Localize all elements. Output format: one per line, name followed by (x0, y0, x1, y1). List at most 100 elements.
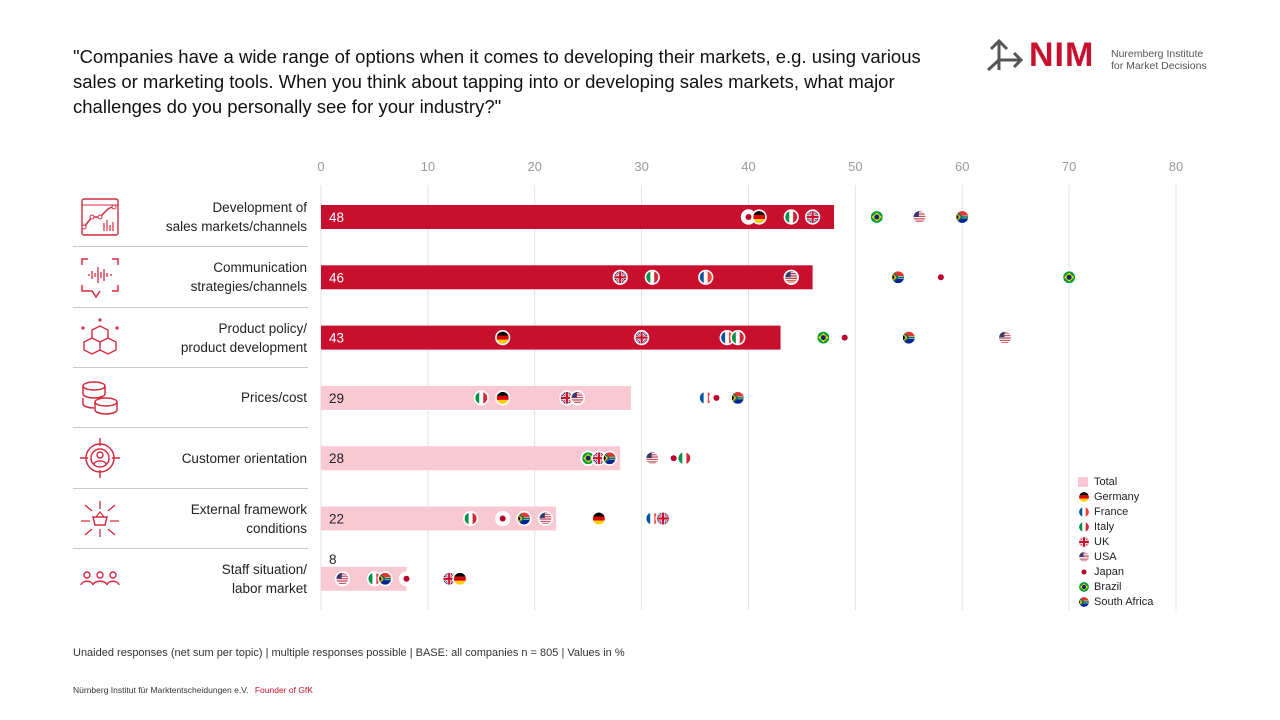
tick-label: 40 (741, 159, 755, 174)
cubes-network-icon (81, 317, 119, 355)
total-bar (321, 265, 813, 290)
bar-value-label: 29 (329, 391, 344, 406)
footer-tagline: Founder of GfK (254, 685, 313, 695)
legend-item-south-africa: South Africa (1078, 594, 1153, 609)
flag-usa-icon (783, 269, 799, 285)
tick-label: 30 (634, 159, 648, 174)
category-label-line: sales markets/channels (165, 219, 307, 234)
bar-row: 43 (321, 325, 1013, 350)
row-divider (73, 246, 308, 248)
bar-row: 29 (321, 385, 746, 410)
total-bar (321, 325, 781, 350)
footer-org: Nürnberg Institut für Marktentscheidunge… (73, 685, 249, 695)
flag-japan-icon (398, 571, 415, 587)
flag-usa-icon (997, 330, 1013, 346)
flag-usa-icon (569, 390, 586, 406)
bar-value-label: 48 (329, 210, 344, 225)
bar-value-label: 43 (329, 331, 344, 346)
category-label: Development of sales markets/channels (87, 198, 307, 236)
total-swatch (1078, 476, 1088, 487)
flag-france-icon (1078, 504, 1091, 519)
legend-swatch (1078, 534, 1091, 549)
legend-label: Italy (1094, 520, 1115, 533)
legend-label: France (1094, 505, 1129, 518)
flag-uk-icon (612, 269, 628, 285)
category-label-line: Customer orientation (181, 450, 307, 466)
logo-line-1: Nuremberg Institute (1111, 48, 1204, 60)
bar-row: 46 (321, 265, 1077, 290)
legend-swatch (1078, 504, 1091, 519)
chart-growth-icon (81, 198, 119, 236)
flag-usa-icon (334, 571, 350, 587)
flag-uk-icon (655, 510, 671, 527)
flag-usa-icon (1078, 549, 1091, 564)
row-divider (73, 306, 308, 308)
flag-germany-icon (452, 571, 468, 587)
flag-japan-icon (708, 390, 725, 406)
legend-label: UK (1094, 535, 1110, 548)
flag-france-icon (698, 269, 714, 285)
arrows-logo-icon (986, 38, 1024, 72)
footer: Nürnberg Institut für Marktentscheidunge… (73, 685, 313, 695)
flag-uk-icon (805, 209, 821, 225)
tick-label: 70 (1062, 159, 1076, 174)
legend-label: Germany (1094, 490, 1140, 503)
flag-japan-icon (495, 510, 511, 527)
flag-italy-icon (644, 269, 660, 285)
flag-brazil-icon (1061, 269, 1077, 285)
legend-item-italy: Italy (1078, 519, 1153, 534)
flag-italy-icon (676, 450, 692, 466)
legend-item-france: France (1078, 504, 1153, 519)
flag-south-africa-icon (730, 390, 746, 406)
logo-subtitle: Nuremberg Institute for Market Decisions (1111, 48, 1207, 72)
flag-brazil-icon (580, 450, 596, 466)
total-bar (321, 566, 407, 591)
flag-germany-icon (1078, 489, 1091, 504)
legend-swatch (1078, 564, 1091, 579)
category-label-line: conditions (246, 520, 307, 536)
category-label-line: product development (180, 339, 307, 355)
flag-usa-icon (911, 209, 928, 225)
bar-value-label: 28 (329, 451, 344, 466)
flag-south-africa-icon (890, 269, 906, 285)
flag-italy-icon (730, 330, 746, 346)
bar-value-label: 46 (329, 270, 344, 285)
flag-germany-icon (591, 510, 607, 527)
category-label-line: Prices/cost (240, 390, 307, 406)
category-label-line: Development of (212, 200, 307, 215)
tick-label: 20 (528, 159, 542, 174)
tick-label: 60 (955, 159, 969, 174)
legend-swatch (1078, 579, 1091, 594)
flag-brazil-icon (869, 209, 885, 225)
bar-row: 28 (321, 446, 692, 471)
legend-item-japan: Japan (1078, 564, 1153, 579)
survey-question: "Companies have a wide range of options … (73, 46, 921, 117)
category-label: Prices/cost (87, 388, 307, 407)
flag-japan-icon (1078, 564, 1091, 579)
footnote: Unaided responses (net sum per topic) | … (73, 647, 625, 659)
bar-row: 8 (321, 552, 468, 591)
category-label: Communication strategies/channels (87, 258, 307, 296)
category-label-line: Product policy/ (218, 320, 307, 336)
category-label: Product policy/product development (87, 319, 307, 357)
category-label: External framework conditions (87, 500, 307, 538)
tick-label: 50 (848, 159, 862, 174)
flag-japan-icon (933, 269, 949, 285)
people-group-icon (80, 571, 120, 586)
legend-swatch (1078, 519, 1091, 534)
flag-uk-icon (559, 390, 575, 406)
legend-label: South Africa (1094, 595, 1154, 608)
flag-italy-icon (463, 510, 479, 527)
flag-germany-icon (495, 330, 511, 346)
flag-brazil-icon (1078, 579, 1091, 594)
row-divider (73, 366, 308, 368)
flag-italy-icon (473, 390, 489, 406)
legend-swatch (1078, 594, 1091, 609)
flag-germany-icon (751, 209, 767, 225)
legend-swatch (1078, 549, 1091, 564)
flag-south-africa-icon (377, 571, 393, 587)
legend-label: Japan (1094, 565, 1124, 578)
flag-south-africa-icon (1078, 594, 1091, 609)
legend-label: Total (1094, 475, 1118, 488)
